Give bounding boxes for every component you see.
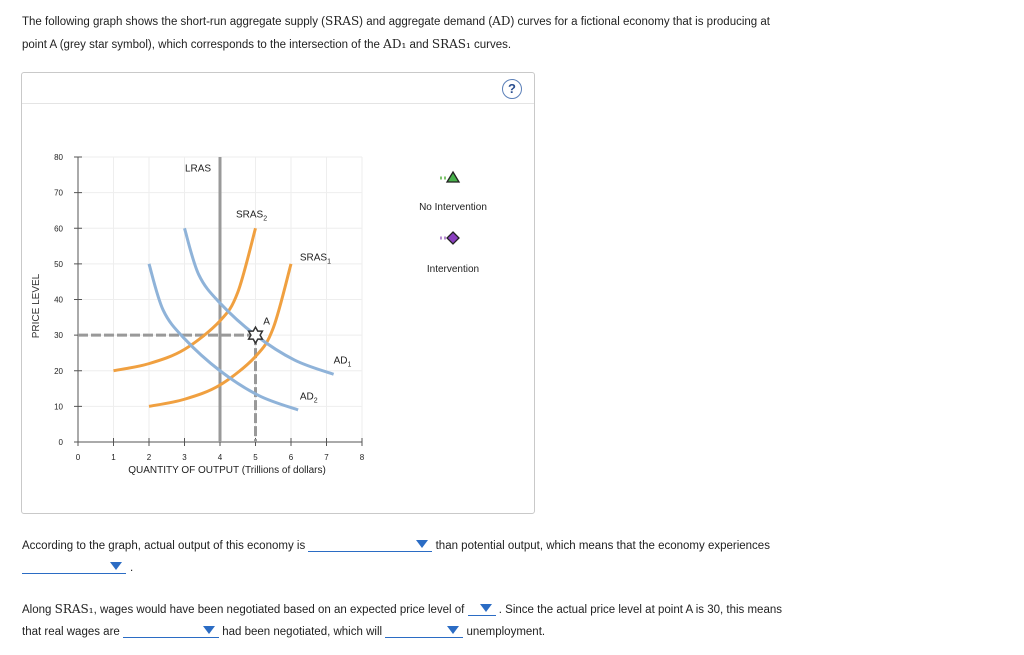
intro-text: ) curves for a fictional economy that is…	[510, 16, 770, 28]
diamond-icon[interactable]	[446, 231, 460, 245]
unemployment-effect-dropdown[interactable]	[385, 623, 464, 638]
q2-text: Along	[22, 604, 55, 616]
gap-type-dropdown[interactable]	[22, 559, 126, 574]
question-intro: The following graph shows the short-run …	[22, 10, 1012, 56]
y-tick-label: 20	[54, 367, 63, 376]
ad-term: AD	[492, 14, 511, 28]
y-tick-label: 80	[54, 153, 63, 162]
intro-line-2: point A (grey star symbol), which corres…	[22, 33, 1012, 56]
q1-end: .	[130, 562, 134, 574]
ad2-label: AD2	[300, 391, 318, 404]
intro-line-1: The following graph shows the short-run …	[22, 10, 1012, 33]
dropdown-arrow-icon	[479, 604, 492, 612]
y-tick-label: 50	[54, 260, 63, 269]
dropdown-arrow-icon	[447, 626, 460, 634]
x-tick-label: 5	[253, 453, 258, 462]
y-tick-label: 60	[54, 224, 63, 233]
dropdown-arrow-icon	[110, 562, 122, 570]
real-wages-dropdown[interactable]	[123, 623, 220, 638]
q2-text: had been negotiated, which will	[222, 626, 383, 638]
q2-text: . Since the actual price level at point …	[498, 604, 782, 616]
point-a-label: A	[263, 316, 270, 327]
output-comparison-dropdown[interactable]	[308, 537, 433, 552]
legend-no-intervention-label: No Intervention	[419, 202, 487, 213]
ad1-label: AD1	[334, 356, 352, 369]
triangle-icon[interactable]	[445, 170, 461, 183]
sras1-label: SRAS1	[300, 252, 331, 265]
x-tick-label: 4	[218, 453, 223, 462]
dropdown-arrow-icon	[203, 626, 216, 634]
sras2-label: SRAS2	[236, 210, 267, 223]
sras2-curve	[113, 227, 257, 373]
q1-text: According to the graph, actual output of…	[22, 540, 306, 552]
x-tick-label: 0	[76, 453, 81, 462]
help-icon[interactable]: ?	[502, 79, 522, 99]
legend-intervention-label: Intervention	[427, 264, 479, 275]
y-tick-label: 30	[54, 331, 63, 340]
question-2: Along SRAS₁, wages would have been negot…	[22, 601, 782, 616]
x-tick-label: 2	[147, 453, 152, 462]
expected-price-dropdown[interactable]	[467, 601, 496, 616]
y-axis-label: PRICE LEVEL	[31, 273, 42, 338]
sras-term: SRAS	[325, 14, 360, 28]
x-tick-label: 8	[360, 453, 365, 462]
question-1-line-2: .	[22, 559, 133, 574]
sras1-term: SRAS₁	[431, 37, 471, 51]
dropdown-arrow-icon	[416, 540, 429, 548]
ad2-curve	[147, 263, 299, 412]
y-tick-label: 0	[59, 438, 64, 447]
x-tick-label: 7	[324, 453, 329, 462]
question-2-line-2: that real wages are had been negotiated,…	[22, 623, 545, 638]
x-axis-label: QUANTITY OF OUTPUT (Trillions of dollars…	[128, 465, 326, 476]
y-tick-label: 40	[54, 296, 63, 305]
legend-no-intervention[interactable]	[440, 170, 461, 183]
legend-intervention[interactable]	[440, 231, 460, 245]
sras1-curve	[148, 263, 293, 408]
q2-text: , wages would have been negotiated based…	[93, 604, 465, 616]
y-tick-label: 10	[54, 402, 63, 411]
graph-panel: ? PRICE LEVEL QUANTITY OF OUTPUT (Trilli…	[21, 72, 535, 514]
intro-text: ) and aggregate demand (	[359, 16, 493, 28]
ad1-curve	[183, 227, 335, 376]
x-tick-label: 6	[289, 453, 294, 462]
intro-text: curves.	[470, 39, 512, 51]
intro-text: point A (grey star symbol), which corres…	[22, 39, 384, 51]
y-tick-label: 70	[54, 189, 63, 198]
graph-panel-toolbar	[22, 73, 534, 104]
q2-text: unemployment.	[466, 626, 546, 638]
point-a-star-icon[interactable]	[247, 325, 264, 345]
aggregate-graph: PRICE LEVEL QUANTITY OF OUTPUT (Trillion…	[31, 153, 487, 476]
q1-text: than potential output, which means that …	[435, 540, 770, 552]
lras-label: LRAS	[185, 163, 211, 174]
x-tick-label: 3	[182, 453, 187, 462]
q2-text: that real wages are	[22, 626, 120, 638]
intro-text: and	[406, 39, 432, 51]
question-1: According to the graph, actual output of…	[22, 537, 770, 552]
intro-text: The following graph shows the short-run …	[22, 16, 326, 28]
sras1-term: SRAS₁	[54, 602, 94, 616]
x-tick-label: 1	[111, 453, 116, 462]
ad1-term: AD₁	[383, 37, 407, 51]
